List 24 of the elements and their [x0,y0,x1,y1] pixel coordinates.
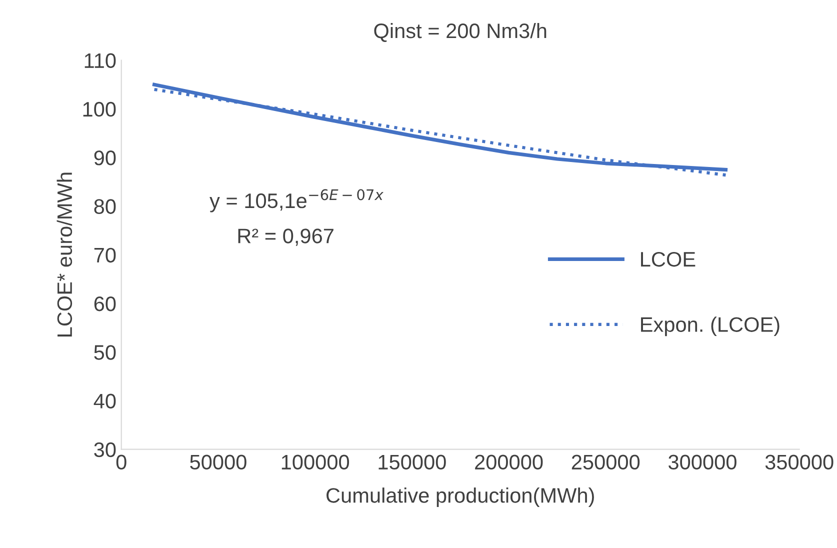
x-tick-label: 50000 [190,454,246,470]
x-tick-label: 200000 [475,454,543,470]
y-tick-label: 80 [94,199,116,214]
y-tick-label: 90 [94,150,116,166]
annotation: y = 105,1e$^{−6E−07x}$ [210,189,384,212]
y-tick-label: 110 [84,53,116,68]
annotation: R² = 0,967 [238,228,334,246]
y-tick-label: 30 [94,442,116,458]
x-tick-label: 350000 [765,454,834,470]
legend-label: LCOE [641,252,696,267]
y-tick-label: 60 [94,296,116,312]
y-tick-label: 100 [83,102,116,117]
y-tick-label: 70 [94,248,116,263]
x-axis-title: Cumulative production(MWh) [326,488,594,507]
x-tick-label: 250000 [572,454,640,470]
x-tick-label: 0 [116,454,126,470]
legend-label: Expon. (LCOE) [641,316,780,336]
y-axis-title: LCOE* euro/MWh [56,172,72,336]
x-tick-label: 150000 [378,454,446,470]
x-tick-label: 100000 [282,454,350,470]
y-tick-label: 40 [94,394,116,408]
y-tick-label: 50 [94,345,116,360]
x-tick-label: 300000 [668,454,736,470]
chart-title: Qinst = 200 Nm3/h [374,22,546,42]
